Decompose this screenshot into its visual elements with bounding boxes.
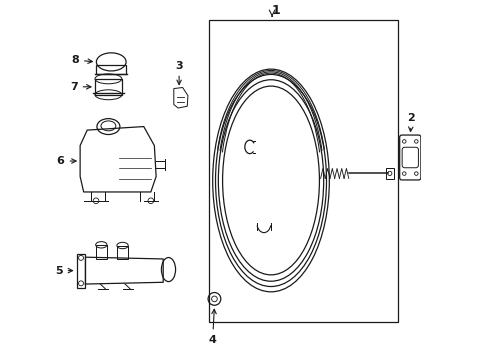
Bar: [96, 66, 126, 74]
Text: 1: 1: [271, 4, 280, 17]
Text: 3: 3: [175, 60, 183, 85]
Text: 6: 6: [57, 156, 76, 166]
Bar: [96, 245, 107, 259]
Bar: [77, 254, 85, 288]
Text: 8: 8: [71, 55, 92, 65]
Bar: [385, 168, 393, 179]
Bar: [95, 79, 122, 95]
Bar: [117, 246, 128, 259]
Text: 7: 7: [70, 82, 91, 92]
Text: 5: 5: [55, 266, 72, 276]
Text: 4: 4: [208, 309, 216, 345]
Text: 2: 2: [407, 113, 414, 131]
Bar: [209, 20, 397, 322]
